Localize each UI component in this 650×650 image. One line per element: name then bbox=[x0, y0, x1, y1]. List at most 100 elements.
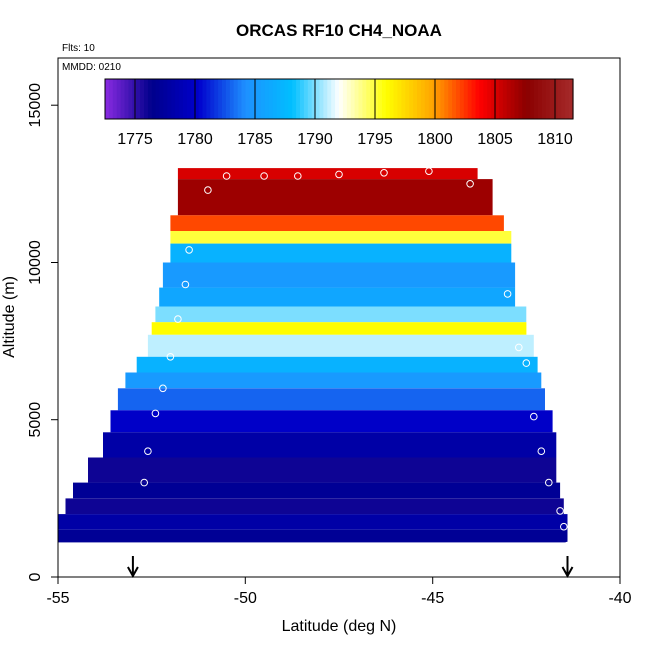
colorbar-swatch bbox=[502, 79, 508, 119]
colorbar-swatch bbox=[424, 79, 430, 119]
colorbar-swatch bbox=[370, 79, 375, 119]
colorbar-swatch bbox=[264, 79, 270, 119]
colorbar-swatch bbox=[366, 79, 371, 119]
heatmap-band-10 bbox=[136, 356, 538, 373]
obs-point-8 bbox=[185, 246, 193, 254]
colorbar-swatch bbox=[537, 79, 543, 119]
colorbar-swatch bbox=[311, 79, 317, 119]
obs-point-13 bbox=[151, 409, 160, 418]
colorbar-swatch bbox=[444, 79, 449, 119]
obs-point-4 bbox=[380, 169, 388, 177]
colorbar-swatch bbox=[417, 79, 422, 119]
y-tick-label: 0 bbox=[27, 572, 44, 581]
obs-point-21 bbox=[545, 478, 553, 487]
obs-point-11 bbox=[166, 353, 175, 361]
y-tick-label: 5000 bbox=[27, 402, 44, 438]
colorbar-swatch bbox=[327, 79, 332, 119]
obs-point-7 bbox=[204, 186, 212, 194]
heatmap-band-6 bbox=[159, 287, 516, 307]
colorbar-swatch bbox=[245, 79, 250, 119]
colorbar-swatch bbox=[288, 79, 293, 119]
heatmap-band-18 bbox=[58, 514, 568, 530]
chart-title: ORCAS RF10 CH4_NOAA bbox=[236, 21, 442, 40]
obs-point-22 bbox=[556, 507, 564, 515]
obs-point-17 bbox=[515, 343, 523, 352]
colorbar-swatch bbox=[249, 79, 254, 119]
colorbar-swatch bbox=[471, 79, 477, 119]
colorbar-swatch bbox=[296, 79, 301, 119]
colorbar-swatch bbox=[545, 79, 551, 119]
obs-point-10 bbox=[174, 315, 182, 323]
colorbar-swatch bbox=[420, 79, 426, 119]
colorbar-tick-label: 1780 bbox=[177, 131, 213, 148]
heatmap-band-11 bbox=[125, 372, 542, 389]
colorbar-tick-label: 1795 bbox=[357, 131, 393, 148]
y-tick-label: 15000 bbox=[27, 83, 44, 128]
colorbar-swatch bbox=[483, 79, 488, 119]
y-axis-label: Altitude (m) bbox=[1, 276, 18, 358]
colorbar-swatch bbox=[331, 79, 336, 119]
colorbar-swatch bbox=[413, 79, 418, 119]
colorbar-swatch bbox=[565, 79, 570, 119]
colorbar-swatch bbox=[526, 79, 531, 119]
colorbar-swatch bbox=[171, 79, 176, 119]
obs-point-24 bbox=[563, 541, 572, 550]
heatmap-band-14 bbox=[103, 432, 557, 458]
colorbar-swatch bbox=[222, 79, 227, 119]
colorbar-swatch bbox=[440, 79, 445, 119]
heatmap-band-19 bbox=[58, 529, 568, 543]
colorbar-swatch bbox=[452, 79, 457, 119]
colorbar-swatch bbox=[284, 79, 289, 119]
colorbar-swatch bbox=[381, 79, 387, 119]
colorbar-swatch bbox=[108, 79, 114, 119]
x-tick-label: -50 bbox=[234, 590, 257, 607]
colorbar-swatch bbox=[354, 79, 360, 119]
colorbar-swatch bbox=[183, 79, 188, 119]
colorbar-swatch bbox=[300, 79, 305, 119]
colorbar-swatch bbox=[397, 79, 402, 119]
x-axis: -55 -50 -45 -40 bbox=[46, 577, 632, 607]
colorbar-swatch bbox=[346, 79, 352, 119]
colorbar-swatch bbox=[335, 79, 340, 119]
colorbar-swatch bbox=[350, 79, 356, 119]
flights-label: Flts: 10 bbox=[62, 43, 95, 54]
heatmap-band-4 bbox=[170, 243, 512, 263]
colorbar-swatch bbox=[257, 79, 262, 119]
colorbar-swatch bbox=[175, 79, 180, 119]
heatmap-layer bbox=[58, 168, 568, 543]
colorbar-swatch bbox=[280, 79, 285, 119]
colorbar-swatch bbox=[112, 79, 118, 119]
colorbar-swatch bbox=[448, 79, 453, 119]
heatmap-band-2 bbox=[170, 215, 504, 231]
colorbar-tick-label: 1810 bbox=[537, 131, 573, 148]
colorbar-swatch bbox=[378, 79, 383, 119]
colorbar-swatch bbox=[339, 79, 344, 119]
colorbar-swatch bbox=[105, 79, 110, 119]
colorbar-swatch bbox=[323, 79, 328, 119]
obs-point-18 bbox=[522, 359, 531, 367]
colorbar-swatch bbox=[463, 79, 469, 119]
colorbar-swatch bbox=[506, 79, 512, 119]
colorbar-swatch bbox=[120, 79, 126, 119]
colorbar-swatch bbox=[389, 79, 395, 119]
colorbar-swatch bbox=[557, 79, 562, 119]
colorbar-swatch bbox=[315, 79, 321, 119]
heatmap-band-16 bbox=[73, 482, 561, 499]
colorbar-swatch bbox=[491, 79, 496, 119]
x-tick-label: -55 bbox=[46, 590, 69, 607]
obs-point-14 bbox=[144, 447, 152, 456]
colorbar-swatch bbox=[522, 79, 527, 119]
heatmap-band-12 bbox=[117, 388, 546, 411]
obs-point-16 bbox=[503, 290, 512, 298]
heatmap-band-1 bbox=[177, 179, 493, 216]
colorbar-swatch bbox=[549, 79, 555, 119]
colorbar-swatch bbox=[342, 79, 348, 119]
heatmap-band-5 bbox=[162, 262, 516, 288]
flight-arrows bbox=[127, 556, 574, 579]
obs-point-3 bbox=[335, 170, 343, 179]
colorbar-swatch bbox=[241, 79, 246, 119]
colorbar-swatch bbox=[467, 79, 473, 119]
colorbar-swatch bbox=[495, 79, 500, 119]
colorbar-swatch bbox=[518, 79, 523, 119]
plot-frame bbox=[57, 57, 621, 578]
